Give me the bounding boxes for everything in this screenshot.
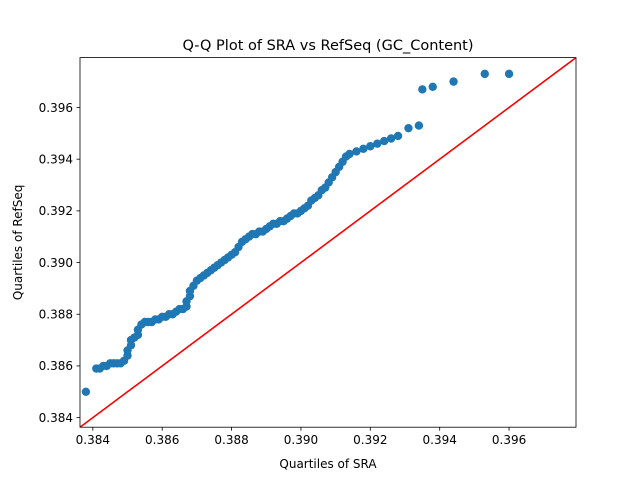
plot-area bbox=[80, 57, 576, 428]
x-axis-title: Quartiles of SRA bbox=[279, 457, 377, 471]
data-point bbox=[386, 134, 396, 143]
x-tick-label: 0.392 bbox=[353, 433, 387, 447]
x-tick-label: 0.388 bbox=[214, 433, 248, 447]
data-point bbox=[366, 142, 375, 151]
plot-frame bbox=[79, 57, 577, 428]
data-point bbox=[373, 139, 382, 148]
x-tick-label: 0.394 bbox=[423, 433, 457, 447]
data-point bbox=[393, 131, 403, 141]
data-point bbox=[428, 82, 437, 92]
x-tick-label: 0.390 bbox=[284, 433, 318, 447]
data-point bbox=[404, 123, 413, 133]
reference-line bbox=[80, 57, 576, 428]
y-tick-label: 0.392 bbox=[39, 204, 73, 218]
data-point bbox=[345, 149, 354, 159]
y-tick-label: 0.390 bbox=[39, 256, 73, 270]
y-tick-label: 0.394 bbox=[39, 152, 73, 166]
chart-title: Q-Q Plot of SRA vs RefSeq (GC_Content) bbox=[182, 38, 473, 54]
x-axis-ticks: 0.384 0.386 0.388 0.390 0.392 0.394 0.396 bbox=[76, 427, 526, 447]
data-point bbox=[414, 121, 424, 130]
y-axis-title: Quartiles of RefSeq bbox=[11, 185, 25, 301]
x-tick-label: 0.386 bbox=[145, 433, 179, 447]
data-point bbox=[480, 69, 489, 79]
data-point bbox=[352, 147, 361, 156]
y-tick-label: 0.396 bbox=[39, 101, 73, 115]
data-point bbox=[359, 144, 368, 154]
data-point bbox=[81, 387, 91, 396]
y-tick-label: 0.386 bbox=[39, 359, 73, 373]
y-axis-ticks: 0.384 0.386 0.388 0.390 0.392 0.394 0.396 bbox=[39, 101, 80, 425]
data-point bbox=[418, 85, 427, 94]
y-tick-label: 0.384 bbox=[39, 411, 73, 425]
data-point bbox=[449, 77, 458, 86]
data-point bbox=[504, 69, 514, 79]
y-tick-label: 0.388 bbox=[39, 308, 73, 322]
data-points bbox=[81, 69, 514, 396]
x-tick-label: 0.384 bbox=[76, 433, 110, 447]
data-point bbox=[379, 136, 389, 146]
x-tick-label: 0.396 bbox=[492, 433, 526, 447]
